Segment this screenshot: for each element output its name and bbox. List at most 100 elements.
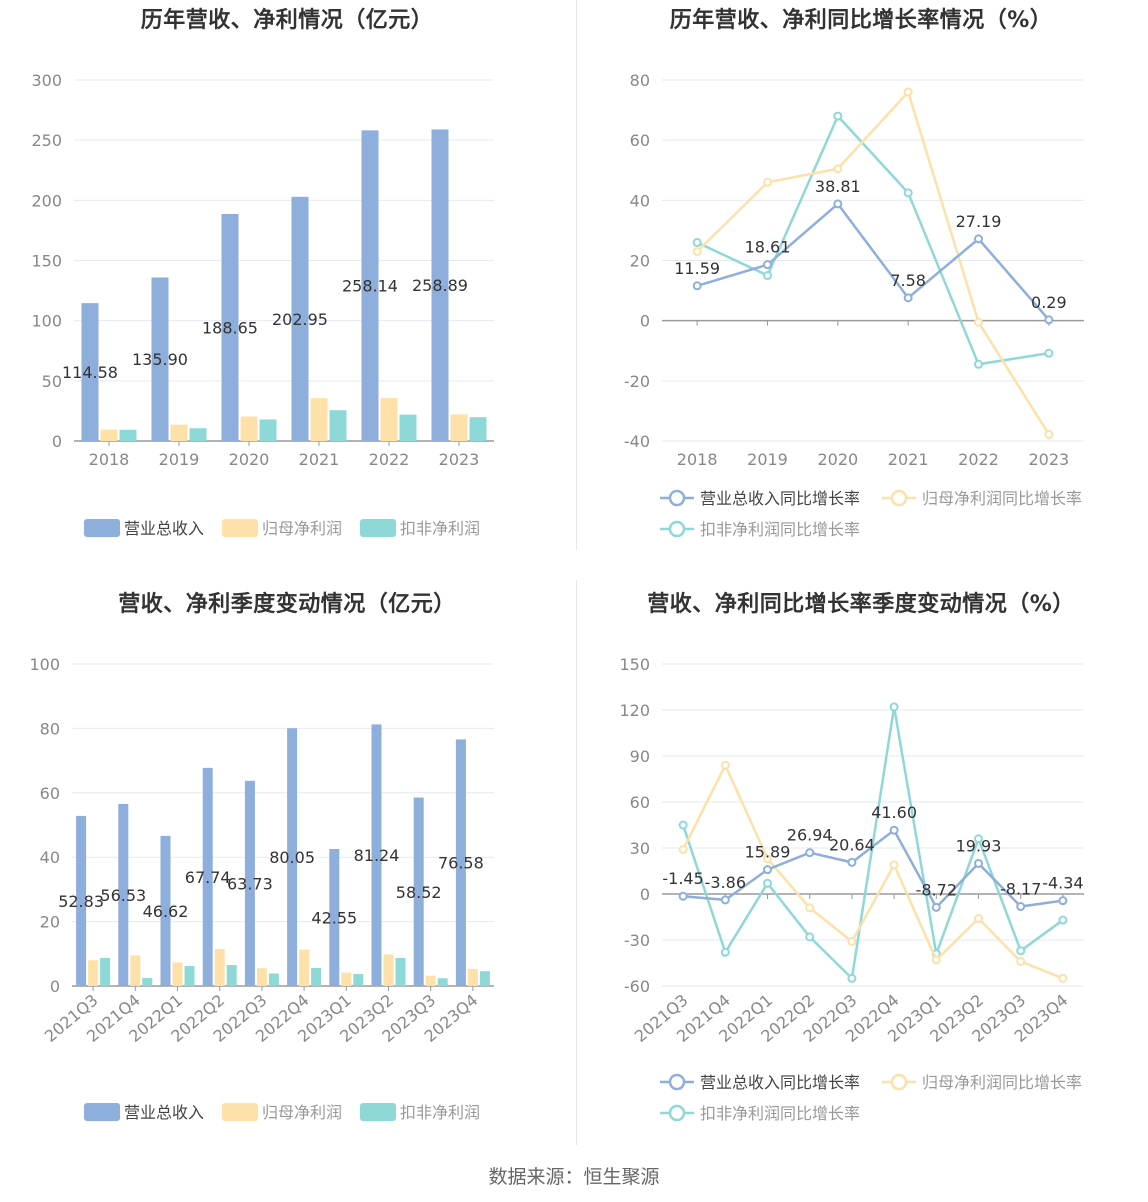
legend-label: 归母净利润	[262, 519, 342, 538]
y-tick-label: -60	[624, 977, 650, 996]
legend-label: 扣非净利润同比增长率	[700, 1104, 860, 1123]
series-point	[720, 895, 730, 905]
y-tick-label: 100	[29, 655, 60, 674]
panel-divider	[576, 0, 577, 550]
series-point	[1044, 315, 1054, 325]
data-label: -1.45	[662, 869, 703, 888]
y-tick-label: 20	[40, 913, 60, 932]
y-tick-label: -30	[624, 931, 650, 950]
bar	[142, 977, 153, 986]
data-label: 76.58	[438, 854, 484, 873]
y-tick-label: 60	[630, 793, 650, 812]
y-tick-label: 40	[40, 848, 60, 867]
series-point	[763, 177, 772, 187]
x-tick-label: 2018	[677, 450, 718, 469]
series-point	[833, 164, 843, 174]
x-tick-label: 2021	[299, 450, 340, 469]
series-line	[696, 113, 1050, 366]
bar	[291, 196, 309, 441]
data-label: 202.95	[272, 310, 328, 329]
series-point	[833, 111, 843, 121]
chart-title: 历年营收、净利情况（亿元）	[140, 8, 434, 33]
bar	[189, 428, 207, 441]
data-label: 63.73	[227, 874, 273, 893]
legend-label: 营业总收入同比增长率	[700, 489, 860, 508]
x-tick-label: 2021	[888, 450, 929, 469]
series-point	[1058, 915, 1068, 925]
bar	[311, 967, 322, 986]
data-label: 18.61	[745, 238, 791, 257]
data-label: 15.89	[745, 843, 791, 862]
series-point	[805, 932, 815, 942]
data-label: 135.90	[132, 350, 188, 369]
data-label: -8.17	[1000, 880, 1041, 899]
bar	[221, 213, 239, 441]
source-value: 恒生聚源	[583, 1166, 660, 1188]
annual-growth-panel: 历年营收、净利同比增长率情况（%） -40 -20 0 20 40 60 80 2018 201…	[574, 0, 1148, 580]
y-tick-label: 20	[630, 252, 650, 271]
data-label: 20.64	[829, 835, 875, 854]
x-tick-label: 2023	[1028, 450, 1069, 469]
series-point	[847, 857, 857, 867]
quarterly-growth-line-chart: -60-3003060901201502021Q32021Q42022Q1202…	[619, 655, 1084, 1123]
series-point	[889, 702, 899, 712]
series-point	[974, 359, 983, 369]
bar	[361, 130, 379, 442]
bar	[76, 815, 87, 986]
series-point	[847, 937, 857, 947]
panel-divider	[576, 580, 577, 1145]
y-tick-label: -20	[624, 372, 650, 391]
legend-label: 营业总收入	[124, 519, 204, 538]
y-tick-label: 300	[31, 71, 62, 90]
series-point	[974, 834, 983, 844]
series-point	[974, 914, 983, 924]
data-label: 188.65	[202, 318, 258, 337]
series-point	[763, 271, 772, 281]
data-label: 11.59	[674, 259, 720, 278]
data-label: 258.14	[342, 277, 398, 296]
series-point	[805, 848, 815, 858]
bar	[395, 957, 406, 986]
y-tick-label: 120	[619, 701, 650, 720]
series-point	[678, 891, 688, 901]
series-point	[763, 260, 772, 270]
data-label: 56.53	[100, 886, 146, 905]
bar	[170, 424, 188, 441]
legend-swatch	[84, 1103, 120, 1121]
x-tick-label: 2022	[958, 450, 999, 469]
legend-label: 营业总收入同比增长率	[700, 1073, 860, 1092]
x-tick-label: 2022	[369, 450, 410, 469]
series-point	[889, 825, 899, 835]
series-line	[696, 89, 1050, 436]
chart-title: 营收、净利季度变动情况（亿元）	[118, 592, 456, 617]
series-point	[1016, 946, 1026, 956]
bar	[425, 975, 436, 986]
series-point	[847, 973, 857, 983]
bar	[100, 957, 111, 986]
quarterly-growth-panel: 营收、净利同比增长率季度变动情况（%） -60 -30 0 30 60 90 120 150 2…	[574, 584, 1148, 1164]
data-label: 19.93	[956, 836, 1002, 855]
data-label: 52.83	[58, 892, 104, 911]
bar	[329, 848, 340, 986]
legend-swatch	[360, 1103, 396, 1121]
legend-label: 扣非净利润	[400, 1103, 480, 1122]
series-point	[833, 199, 843, 209]
series-point	[692, 246, 702, 256]
series-point	[692, 237, 702, 247]
bar	[413, 797, 424, 986]
series-point	[1044, 348, 1054, 358]
series-point	[889, 860, 899, 870]
x-tick-label: 2020	[817, 450, 858, 469]
data-label: 81.24	[354, 846, 400, 865]
series-point	[974, 317, 983, 327]
series-point	[692, 281, 702, 291]
series-point	[1044, 429, 1054, 439]
bar	[310, 398, 328, 441]
data-label: 41.60	[871, 803, 917, 822]
bar	[244, 780, 255, 986]
x-tick-label: 2019	[747, 450, 788, 469]
legend-label: 扣非净利润同比增长率	[700, 520, 860, 539]
legend-swatch	[222, 519, 258, 537]
y-tick-label: 50	[42, 372, 62, 391]
bar	[287, 728, 298, 986]
